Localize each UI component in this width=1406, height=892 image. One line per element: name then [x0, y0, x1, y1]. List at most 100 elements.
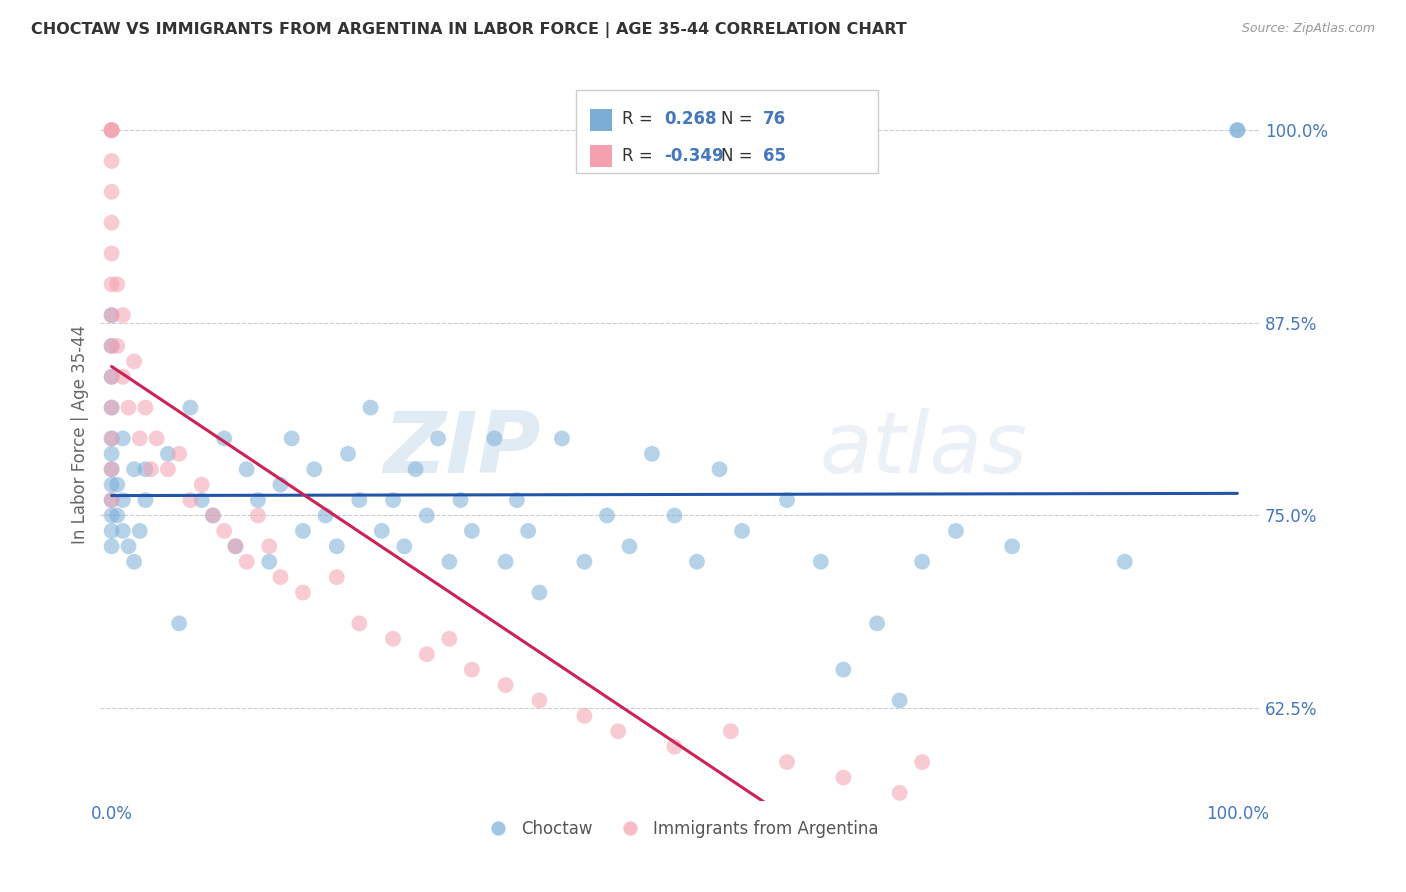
Point [111, 432, 134, 446]
Point [139, 462, 162, 476]
Point [382, 632, 405, 646]
Point [100, 462, 122, 476]
Point [201, 508, 224, 523]
Point [122, 555, 145, 569]
Point [111, 369, 134, 384]
Point [111, 524, 134, 538]
Text: Source: ZipAtlas.com: Source: ZipAtlas.com [1241, 22, 1375, 36]
Point [212, 432, 235, 446]
Point [156, 447, 179, 461]
Point [1226, 123, 1249, 137]
Point [134, 493, 156, 508]
Point [607, 724, 630, 739]
Point [291, 585, 314, 599]
Point [349, 493, 371, 508]
Point [257, 539, 280, 553]
Point [100, 339, 122, 353]
Point [134, 401, 156, 415]
Point [484, 432, 506, 446]
Point [551, 432, 574, 446]
Point [810, 555, 832, 569]
Point [235, 462, 257, 476]
Point [128, 524, 150, 538]
Text: CHOCTAW VS IMMIGRANTS FROM ARGENTINA IN LABOR FORCE | AGE 35-44 CORRELATION CHAR: CHOCTAW VS IMMIGRANTS FROM ARGENTINA IN … [31, 22, 907, 38]
Point [100, 339, 122, 353]
Point [889, 786, 911, 800]
Point [156, 462, 179, 476]
Point [337, 447, 360, 461]
Point [111, 308, 134, 322]
Point [280, 432, 302, 446]
Point [100, 524, 122, 538]
Point [686, 555, 709, 569]
Point [100, 462, 122, 476]
Point [911, 755, 934, 769]
Point [866, 616, 889, 631]
Point [439, 632, 461, 646]
Point [100, 123, 122, 137]
Point [100, 432, 122, 446]
Point [776, 755, 799, 769]
Point [190, 493, 212, 508]
Point [100, 493, 122, 508]
Point [100, 493, 122, 508]
Point [190, 477, 212, 491]
Point [100, 246, 122, 260]
Point [315, 508, 337, 523]
Text: 76: 76 [762, 111, 786, 128]
Point [100, 216, 122, 230]
Text: atlas: atlas [820, 408, 1028, 491]
Point [427, 432, 450, 446]
Point [641, 447, 664, 461]
Point [269, 570, 291, 584]
Point [167, 616, 190, 631]
Point [100, 185, 122, 199]
Point [134, 462, 156, 476]
Point [128, 432, 150, 446]
Point [212, 524, 235, 538]
Point [517, 524, 540, 538]
Point [105, 339, 128, 353]
Point [371, 524, 394, 538]
Point [145, 432, 167, 446]
Point [439, 555, 461, 569]
Point [394, 539, 416, 553]
Point [167, 447, 190, 461]
Point [709, 462, 731, 476]
Point [349, 616, 371, 631]
Point [529, 693, 551, 707]
Point [304, 462, 326, 476]
Point [529, 585, 551, 599]
Point [731, 524, 754, 538]
Point [246, 508, 269, 523]
Point [224, 539, 246, 553]
Point [235, 555, 257, 569]
Point [100, 477, 122, 491]
Point [720, 724, 742, 739]
Point [100, 432, 122, 446]
Text: ZIP: ZIP [384, 408, 541, 491]
Point [461, 524, 484, 538]
Point [122, 462, 145, 476]
Point [832, 771, 855, 785]
Point [100, 401, 122, 415]
Point [326, 570, 349, 584]
Point [291, 524, 314, 538]
Point [832, 663, 855, 677]
Text: 65: 65 [762, 147, 786, 165]
Text: N =: N = [720, 111, 758, 128]
Y-axis label: In Labor Force | Age 35-44: In Labor Force | Age 35-44 [72, 325, 89, 544]
Point [416, 647, 439, 661]
Point [664, 739, 686, 754]
Point [117, 401, 139, 415]
Point [105, 477, 128, 491]
Point [100, 508, 122, 523]
Point [506, 493, 529, 508]
Text: R =: R = [621, 147, 658, 165]
Point [257, 555, 280, 569]
Point [117, 539, 139, 553]
Point [450, 493, 472, 508]
Point [100, 308, 122, 322]
Point [246, 493, 269, 508]
Point [416, 508, 439, 523]
